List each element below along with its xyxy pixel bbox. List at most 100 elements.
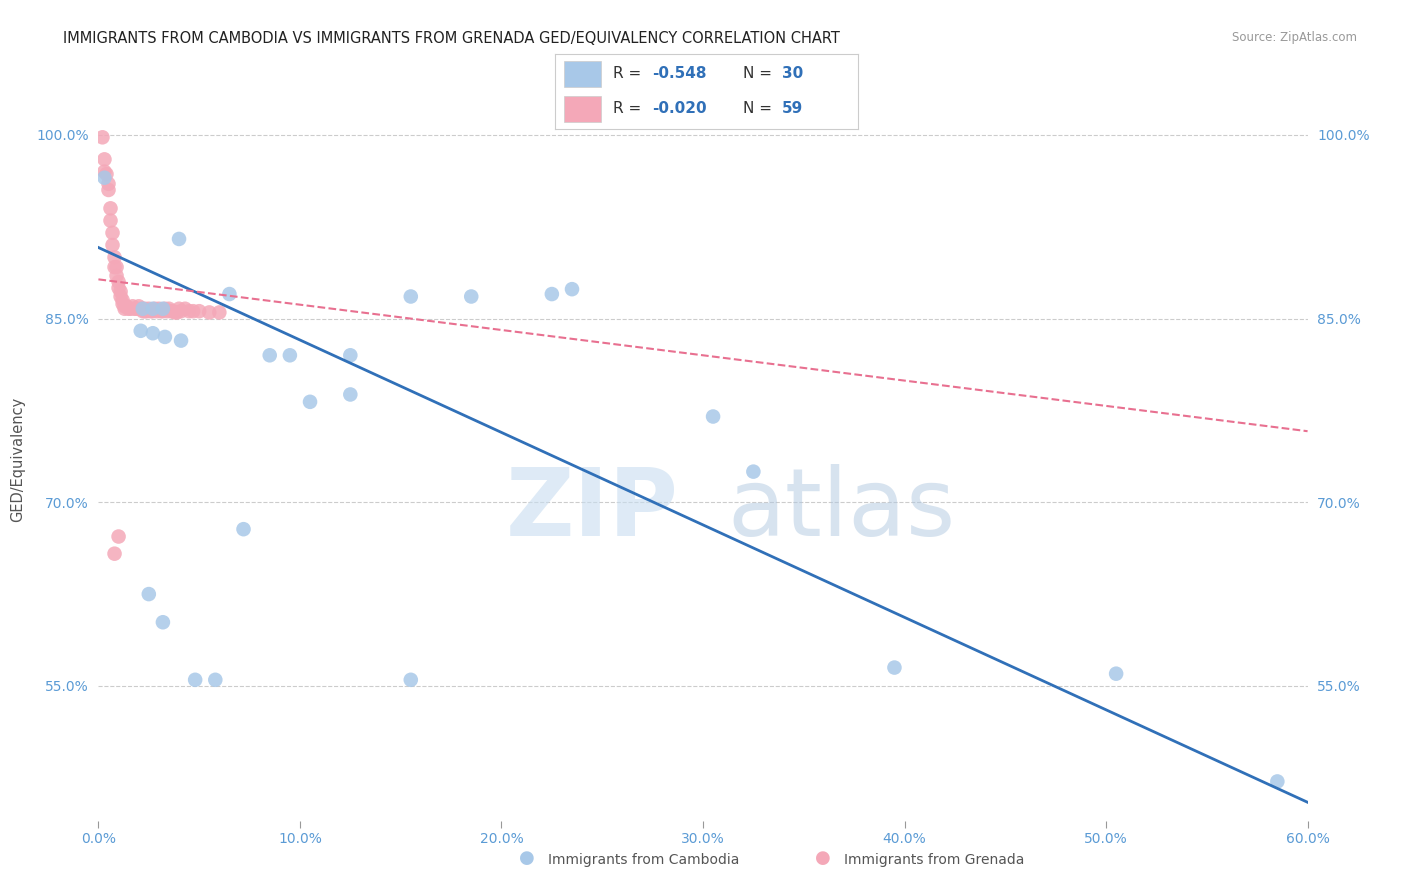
Point [105, 268, 128, 283]
Point [139, 304, 162, 318]
Point [299, 394, 322, 409]
Point [218, 287, 240, 301]
Point [138, 301, 160, 316]
Text: R =: R = [613, 102, 645, 116]
Text: Immigrants from Grenada: Immigrants from Grenada [844, 853, 1024, 867]
Point [143, 301, 166, 316]
Point [93, 164, 115, 178]
Point [148, 301, 170, 316]
Point [120, 301, 142, 316]
Point [142, 326, 165, 341]
Point [460, 289, 482, 303]
Point [540, 287, 562, 301]
Point [170, 334, 193, 348]
Point [93, 170, 115, 185]
Point [198, 305, 221, 319]
Point [883, 660, 905, 674]
Point [167, 301, 190, 316]
Text: ●: ● [814, 849, 831, 867]
Point [208, 305, 231, 319]
Text: R =: R = [613, 67, 645, 81]
Point [110, 285, 132, 299]
Point [339, 348, 361, 362]
Point [1267, 774, 1289, 789]
Point [163, 305, 186, 319]
Point [132, 304, 155, 318]
Point [174, 301, 197, 316]
Point [184, 673, 207, 687]
Point [101, 238, 124, 252]
Text: atlas: atlas [727, 464, 956, 556]
Point [93, 153, 115, 167]
Point [103, 260, 125, 274]
Point [115, 299, 138, 313]
Text: 59: 59 [782, 102, 803, 116]
Point [142, 304, 165, 318]
Point [149, 304, 172, 318]
Text: N =: N = [742, 102, 776, 116]
Point [204, 673, 226, 687]
Point [339, 387, 361, 401]
Point [162, 304, 184, 318]
Point [125, 301, 148, 316]
Point [146, 304, 169, 318]
Point [152, 615, 174, 630]
Point [232, 522, 254, 536]
Point [170, 304, 193, 318]
Text: N =: N = [742, 67, 776, 81]
Point [103, 250, 125, 264]
Point [167, 232, 190, 246]
Point [278, 348, 301, 362]
Point [107, 275, 129, 289]
Point [132, 301, 155, 316]
Point [742, 465, 765, 479]
Bar [564, 96, 600, 122]
Point [91, 130, 114, 145]
Point [399, 289, 422, 303]
Point [134, 304, 156, 318]
Point [138, 587, 160, 601]
Point [97, 183, 120, 197]
Point [100, 202, 122, 216]
Point [114, 299, 136, 313]
Text: Source: ZipAtlas.com: Source: ZipAtlas.com [1232, 31, 1357, 45]
Point [259, 348, 281, 362]
Point [181, 304, 204, 318]
Point [156, 304, 179, 318]
Point [135, 304, 157, 318]
Point [129, 324, 152, 338]
Point [101, 226, 124, 240]
Point [134, 301, 156, 316]
Text: IMMIGRANTS FROM CAMBODIA VS IMMIGRANTS FROM GRENADA GED/EQUIVALENCY CORRELATION : IMMIGRANTS FROM CAMBODIA VS IMMIGRANTS F… [63, 31, 841, 46]
Point [160, 304, 183, 318]
Point [157, 301, 180, 316]
Point [107, 529, 129, 543]
Point [107, 281, 129, 295]
Text: ●: ● [519, 849, 536, 867]
Point [129, 301, 152, 316]
Point [121, 299, 143, 313]
Point [152, 304, 174, 318]
Text: Immigrants from Cambodia: Immigrants from Cambodia [548, 853, 740, 867]
Point [105, 260, 128, 274]
Point [1105, 666, 1128, 681]
Point [188, 304, 211, 318]
Point [103, 547, 125, 561]
Point [561, 282, 583, 296]
Text: ZIP: ZIP [506, 464, 679, 556]
Text: -0.020: -0.020 [652, 102, 707, 116]
Text: 30: 30 [782, 67, 803, 81]
Point [128, 299, 150, 313]
Point [399, 673, 422, 687]
Point [110, 289, 132, 303]
Point [124, 301, 146, 316]
Point [702, 409, 724, 424]
Y-axis label: GED/Equivalency: GED/Equivalency [10, 397, 25, 522]
Point [111, 297, 134, 311]
Bar [564, 62, 600, 87]
Point [142, 301, 165, 316]
Point [111, 293, 134, 308]
Point [153, 330, 176, 344]
Text: -0.548: -0.548 [652, 67, 707, 81]
Point [153, 301, 176, 316]
